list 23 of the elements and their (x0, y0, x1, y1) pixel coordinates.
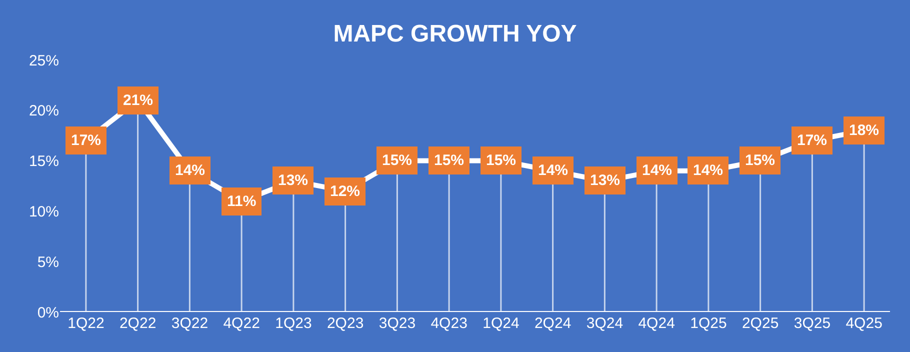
y-tick-label: 15% (28, 153, 59, 170)
x-tick-label: 4Q22 (223, 315, 260, 332)
x-tick-label: 4Q23 (430, 315, 468, 332)
y-tick-label: 0% (37, 304, 59, 322)
y-tick-label: 20% (28, 102, 59, 120)
y-tick-label: 5% (37, 254, 59, 271)
chart-title: MAPC GROWTH YOY (333, 20, 577, 48)
x-tick-label: 1Q24 (482, 315, 520, 332)
x-tick-label: 2Q23 (326, 315, 364, 332)
x-tick-label: 4Q25 (846, 315, 882, 332)
x-tick-label: 2Q25 (742, 315, 779, 332)
x-tick-label: 1Q22 (68, 315, 104, 332)
x-tick-label: 3Q22 (171, 315, 208, 332)
x-tick-label: 3Q25 (794, 315, 831, 332)
x-tick-label: 4Q24 (638, 315, 675, 332)
x-tick-label: 2Q24 (534, 315, 572, 332)
y-tick-label: 25% (28, 52, 59, 70)
x-tick-label: 1Q25 (690, 315, 727, 332)
x-tick-label: 2Q22 (119, 315, 156, 332)
x-tick-label: 3Q23 (378, 315, 416, 332)
x-tick-label: 1Q23 (275, 315, 312, 332)
y-tick-label: 10% (28, 203, 59, 220)
x-tick-label: 3Q24 (586, 315, 624, 332)
